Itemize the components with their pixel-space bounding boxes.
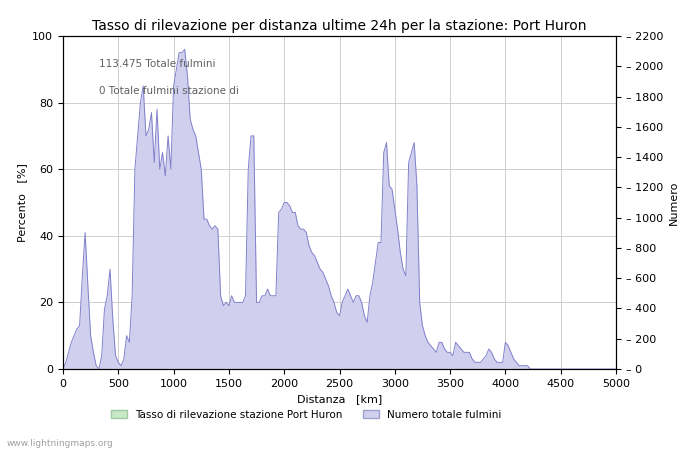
Text: www.lightningmaps.org: www.lightningmaps.org xyxy=(7,438,113,447)
Title: Tasso di rilevazione per distanza ultime 24h per la stazione: Port Huron: Tasso di rilevazione per distanza ultime… xyxy=(92,19,587,33)
Y-axis label: Numero: Numero xyxy=(668,180,679,225)
Text: 113.475 Totale fulmini: 113.475 Totale fulmini xyxy=(99,59,216,69)
X-axis label: Distanza   [km]: Distanza [km] xyxy=(297,394,382,404)
Text: 0 Totale fulmini stazione di: 0 Totale fulmini stazione di xyxy=(99,86,239,96)
Legend: Tasso di rilevazione stazione Port Huron, Numero totale fulmini: Tasso di rilevazione stazione Port Huron… xyxy=(107,405,505,424)
Y-axis label: Percento   [%]: Percento [%] xyxy=(17,163,27,242)
